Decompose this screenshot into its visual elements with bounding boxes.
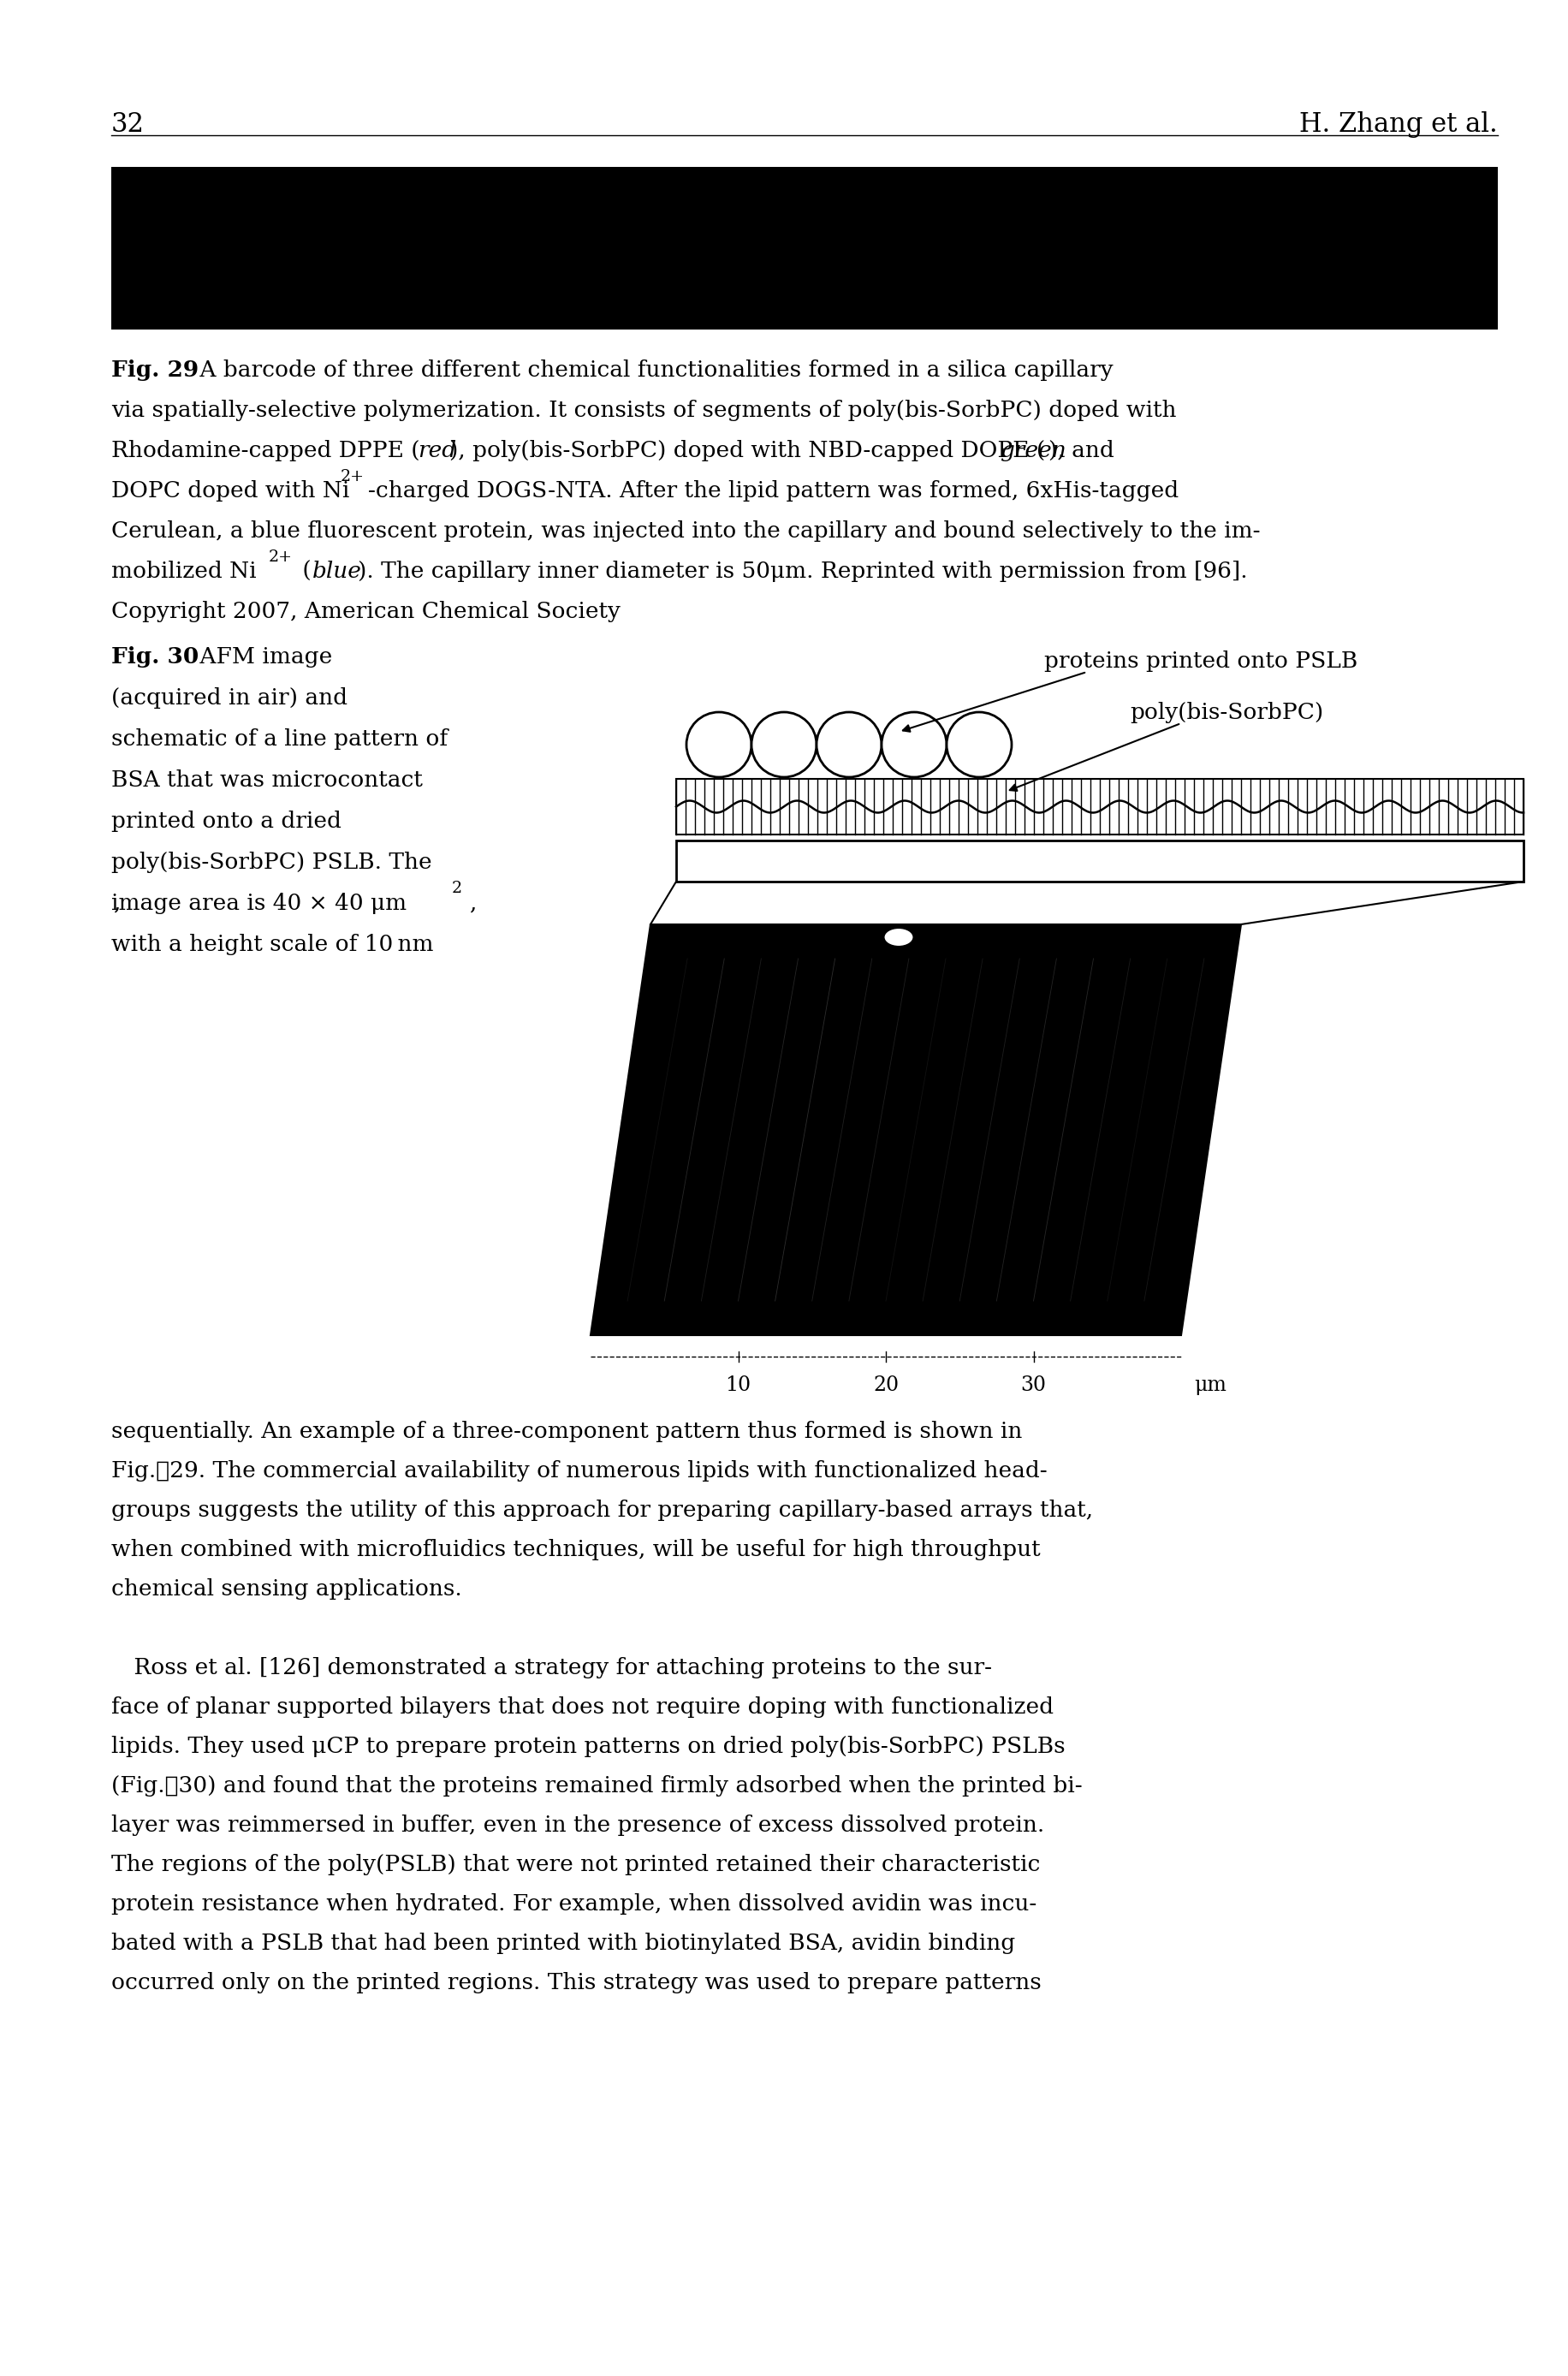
Text: 2: 2 xyxy=(452,881,463,896)
Text: 32: 32 xyxy=(111,112,144,138)
Text: -charged DOGS-NTA. After the lipid pattern was formed, 6xHis-tagged: -charged DOGS-NTA. After the lipid patte… xyxy=(368,480,1179,501)
Text: ), poly(bis-SorbPC) doped with NBD-capped DOPE (: ), poly(bis-SorbPC) doped with NBD-cappe… xyxy=(450,440,1046,461)
Text: AFM image: AFM image xyxy=(193,646,332,668)
Ellipse shape xyxy=(947,713,1011,777)
Text: sequentially. An example of a three-component pattern thus formed is shown in: sequentially. An example of a three-comp… xyxy=(111,1421,1022,1442)
Text: green: green xyxy=(1000,440,1066,461)
Ellipse shape xyxy=(884,927,914,946)
Text: The regions of the poly(PSLB) that were not printed retained their characteristi: The regions of the poly(PSLB) that were … xyxy=(111,1853,1040,1875)
Ellipse shape xyxy=(817,713,881,777)
Text: Copyright 2007, American Chemical Society: Copyright 2007, American Chemical Societ… xyxy=(111,601,621,623)
Bar xyxy=(676,779,1524,834)
Text: ). The capillary inner diameter is 50μm. Reprinted with permission from [96].: ). The capillary inner diameter is 50μm.… xyxy=(358,561,1248,582)
Text: Cerulean, a blue fluorescent protein, was injected into the capillary and bound : Cerulean, a blue fluorescent protein, wa… xyxy=(111,520,1261,542)
Text: 30: 30 xyxy=(1021,1376,1046,1395)
Ellipse shape xyxy=(687,713,751,777)
Text: occurred only on the printed regions. This strategy was used to prepare patterns: occurred only on the printed regions. Th… xyxy=(111,1972,1041,1993)
Text: poly(bis-SorbPC): poly(bis-SorbPC) xyxy=(1131,701,1323,722)
Text: (acquired in air) and: (acquired in air) and xyxy=(111,687,348,708)
Ellipse shape xyxy=(751,713,817,777)
Text: (: ( xyxy=(295,561,312,582)
Text: ), and: ), and xyxy=(1049,440,1115,461)
Text: 2+: 2+ xyxy=(340,468,365,485)
Text: lipids. They used μCP to prepare protein patterns on dried poly(bis-SorbPC) PSLB: lipids. They used μCP to prepare protein… xyxy=(111,1737,1065,1758)
Text: groups suggests the utility of this approach for preparing capillary-based array: groups suggests the utility of this appr… xyxy=(111,1499,1093,1521)
Text: 20: 20 xyxy=(873,1376,898,1395)
Text: ,: , xyxy=(469,893,477,915)
Text: with a height scale of 10 nm: with a height scale of 10 nm xyxy=(111,934,433,955)
Text: (Fig. 30) and found that the proteins remained firmly adsorbed when the printed : (Fig. 30) and found that the proteins re… xyxy=(111,1775,1082,1796)
Text: image area is 40 × 40 μm: image area is 40 × 40 μm xyxy=(111,893,406,915)
Text: face of planar supported bilayers that does not require doping with functionaliz: face of planar supported bilayers that d… xyxy=(111,1696,1054,1718)
Text: bated with a PSLB that had been printed with biotinylated BSA, avidin binding: bated with a PSLB that had been printed … xyxy=(111,1932,1016,1953)
Text: DOPC doped with Ni: DOPC doped with Ni xyxy=(111,480,350,501)
Text: schematic of a line pattern of: schematic of a line pattern of xyxy=(111,729,448,751)
Text: Rhodamine-capped DPPE (: Rhodamine-capped DPPE ( xyxy=(111,440,420,461)
Text: poly(bis-SorbPC) PSLB. The: poly(bis-SorbPC) PSLB. The xyxy=(111,851,431,872)
Bar xyxy=(111,166,1497,330)
Text: Fig. 30: Fig. 30 xyxy=(111,646,199,668)
Text: mobilized Ni: mobilized Ni xyxy=(111,561,257,582)
Text: printed onto a dried: printed onto a dried xyxy=(111,810,342,832)
Text: BSA that was microcontact: BSA that was microcontact xyxy=(111,770,423,791)
Text: when combined with microfluidics techniques, will be useful for high throughput: when combined with microfluidics techniq… xyxy=(111,1540,1041,1561)
Text: H. Zhang et al.: H. Zhang et al. xyxy=(1300,112,1497,138)
Text: chemical sensing applications.: chemical sensing applications. xyxy=(111,1578,463,1599)
Text: layer was reimmersed in buffer, even in the presence of excess dissolved protein: layer was reimmersed in buffer, even in … xyxy=(111,1815,1044,1837)
Text: 2+: 2+ xyxy=(268,549,293,565)
Text: protein resistance when hydrated. For example, when dissolved avidin was incu-: protein resistance when hydrated. For ex… xyxy=(111,1894,1036,1915)
Text: 10: 10 xyxy=(726,1376,751,1395)
Text: μm: μm xyxy=(1193,1376,1226,1395)
Text: via spatially-selective polymerization. It consists of segments of poly(bis-Sorb: via spatially-selective polymerization. … xyxy=(111,399,1176,421)
Polygon shape xyxy=(591,924,1240,1335)
Text: Ross et al. [126] demonstrated a strategy for attaching proteins to the sur-: Ross et al. [126] demonstrated a strateg… xyxy=(111,1656,993,1677)
Text: red: red xyxy=(417,440,456,461)
Text: blue: blue xyxy=(312,561,362,582)
Text: proteins printed onto PSLB: proteins printed onto PSLB xyxy=(1044,651,1358,672)
Ellipse shape xyxy=(881,713,947,777)
Text: A barcode of three different chemical functionalities formed in a silica capilla: A barcode of three different chemical fu… xyxy=(193,359,1113,380)
Text: Fig. 29. The commercial availability of numerous lipids with functionalized head: Fig. 29. The commercial availability of … xyxy=(111,1461,1047,1483)
Text: ,: , xyxy=(113,893,121,915)
Text: Fig. 29: Fig. 29 xyxy=(111,359,199,380)
Bar xyxy=(676,841,1524,881)
